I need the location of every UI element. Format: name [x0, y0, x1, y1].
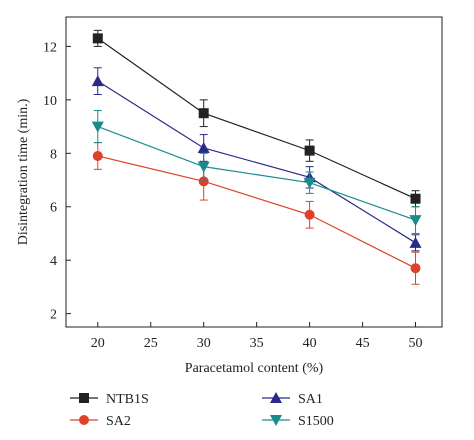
legend-item: SA2: [70, 414, 131, 429]
y-tick-label: 12: [43, 40, 57, 55]
data-point: [91, 121, 104, 133]
legend-label: SA1: [298, 392, 323, 407]
series-line: [97, 37, 416, 200]
plot-frame: [65, 16, 443, 328]
x-axis-ticks: 20 25 30 35 40 45 50: [91, 322, 423, 351]
x-tick-label: 35: [250, 336, 264, 351]
data-point: [198, 108, 209, 119]
legend-item: SA1: [262, 392, 323, 407]
legend-label: S1500: [298, 414, 334, 429]
x-tick-label: 25: [144, 336, 158, 351]
data-point: [197, 161, 210, 173]
series-line: [97, 155, 416, 269]
legend-label: SA2: [106, 414, 131, 429]
data-point: [409, 215, 422, 227]
series-sa1: [91, 67, 422, 252]
legend-item: NTB1S: [70, 392, 149, 407]
y-axis-label: Disintegration time (min.): [16, 98, 31, 245]
legend-label: NTB1S: [106, 392, 149, 407]
data-point: [92, 150, 103, 161]
legend-marker: [79, 393, 89, 403]
y-tick-label: 6: [50, 201, 57, 216]
y-axis-ticks: 2 4 6 8 10 12: [43, 40, 71, 323]
data-point: [198, 176, 209, 187]
x-tick-label: 50: [409, 336, 423, 351]
x-tick-label: 45: [356, 336, 370, 351]
legend-marker: [79, 415, 89, 425]
series-line: [97, 126, 416, 221]
data-point: [409, 236, 422, 248]
legend-marker: [270, 415, 282, 426]
y-tick-label: 10: [43, 94, 57, 109]
x-tick-label: 30: [197, 336, 211, 351]
data-point: [303, 177, 316, 189]
data-point: [304, 209, 315, 220]
legend-marker: [270, 392, 282, 403]
series-line: [97, 80, 416, 244]
legend-item: S1500: [262, 414, 334, 429]
legend: NTB1S SA2 SA1 S1500: [70, 392, 334, 429]
data-point: [197, 141, 210, 153]
series-sa2: [92, 142, 421, 285]
series-s1500: [91, 110, 422, 234]
series-ntb1s: [92, 29, 421, 208]
y-tick-label: 4: [50, 254, 57, 269]
data-point: [91, 75, 104, 87]
x-tick-label: 40: [303, 336, 317, 351]
y-tick-label: 2: [50, 308, 57, 323]
data-point: [304, 145, 315, 156]
data-point: [410, 263, 421, 274]
series-layer: [91, 29, 422, 285]
data-point: [410, 193, 421, 204]
x-axis-label: Paracetamol content (%): [185, 361, 324, 376]
y-tick-label: 8: [50, 147, 57, 162]
x-tick-label: 20: [91, 336, 105, 351]
data-point: [92, 33, 103, 44]
